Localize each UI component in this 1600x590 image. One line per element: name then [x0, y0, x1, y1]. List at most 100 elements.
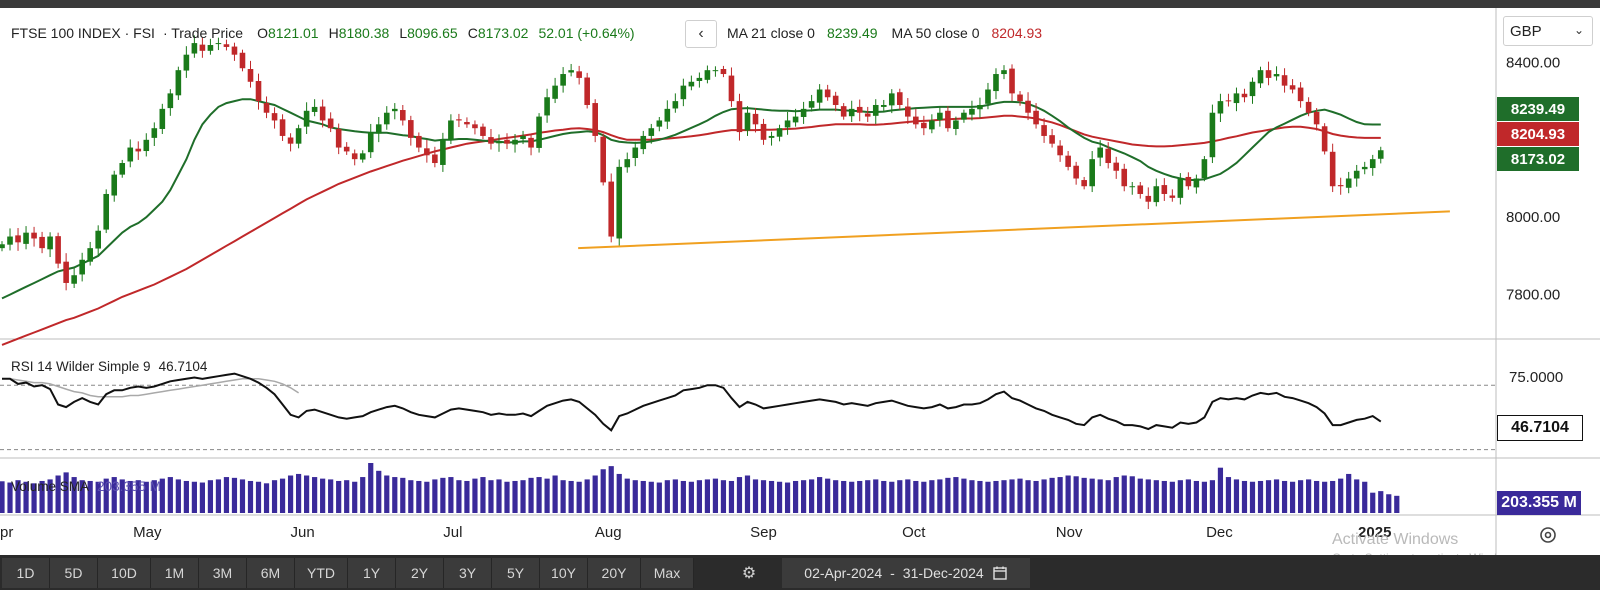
candle[interactable]	[1233, 87, 1240, 112]
candle[interactable]	[1001, 65, 1007, 80]
candle[interactable]	[231, 42, 238, 61]
candle[interactable]	[768, 131, 775, 146]
timeframe-button-1d[interactable]: 1D	[2, 558, 50, 588]
candle[interactable]	[167, 89, 174, 116]
candle[interactable]	[151, 122, 158, 146]
candle[interactable]	[792, 108, 799, 127]
candle[interactable]	[1297, 82, 1304, 108]
date-range-picker[interactable]: 02-Apr-2024 - 31-Dec-2024	[782, 558, 1030, 588]
candle[interactable]	[840, 103, 847, 120]
candle[interactable]	[640, 130, 647, 155]
collapse-legend-button[interactable]: ‹	[685, 20, 717, 48]
candle[interactable]	[1121, 163, 1128, 192]
candle[interactable]	[472, 120, 478, 135]
candle[interactable]	[696, 72, 703, 88]
candle[interactable]	[945, 106, 951, 132]
crosshair-target-icon[interactable]	[1537, 524, 1559, 546]
candle[interactable]	[1249, 77, 1256, 104]
candle[interactable]	[1145, 187, 1152, 210]
candle[interactable]	[1361, 161, 1368, 175]
candle[interactable]	[776, 124, 783, 142]
candle[interactable]	[103, 189, 110, 234]
candle[interactable]	[0, 241, 5, 252]
candle[interactable]	[191, 35, 198, 58]
candle[interactable]	[1033, 103, 1039, 129]
candle[interactable]	[424, 139, 430, 163]
candle[interactable]	[592, 99, 598, 143]
candle[interactable]	[480, 123, 486, 140]
candle[interactable]	[1201, 156, 1208, 182]
candle[interactable]	[1289, 79, 1296, 94]
candle[interactable]	[1313, 108, 1320, 131]
candle[interactable]	[905, 98, 911, 124]
candle[interactable]	[961, 109, 967, 123]
candle[interactable]	[913, 108, 919, 129]
candle[interactable]	[343, 142, 350, 155]
timeframe-button-20y[interactable]: 20Y	[588, 558, 641, 588]
candle[interactable]	[977, 97, 983, 118]
candle[interactable]	[560, 67, 566, 93]
support-trendline[interactable]	[578, 210, 1450, 250]
candle[interactable]	[183, 46, 190, 78]
candle[interactable]	[656, 116, 663, 132]
candle[interactable]	[1009, 64, 1015, 102]
candle[interactable]	[1017, 91, 1023, 106]
candle[interactable]	[400, 104, 406, 126]
candle[interactable]	[1169, 189, 1176, 202]
timeframe-button-5d[interactable]: 5D	[50, 558, 98, 588]
candle[interactable]	[760, 118, 767, 145]
candle[interactable]	[215, 37, 222, 51]
candle[interactable]	[1073, 161, 1079, 185]
candle[interactable]	[584, 72, 590, 109]
candle[interactable]	[1177, 173, 1184, 205]
candle[interactable]	[1057, 140, 1063, 162]
candle[interactable]	[279, 114, 286, 141]
candle[interactable]	[520, 130, 526, 145]
candle[interactable]	[1337, 177, 1344, 195]
candle[interactable]	[1025, 92, 1031, 121]
candle[interactable]	[1097, 140, 1103, 167]
candle[interactable]	[95, 225, 101, 256]
candle[interactable]	[79, 252, 85, 282]
timeframe-button-10d[interactable]: 10D	[98, 558, 151, 588]
candle[interactable]	[728, 67, 735, 107]
candle[interactable]	[496, 134, 502, 152]
candle[interactable]	[1081, 176, 1087, 190]
candle[interactable]	[127, 139, 134, 168]
candle[interactable]	[616, 159, 623, 247]
candle[interactable]	[1065, 151, 1071, 171]
candle[interactable]	[367, 123, 374, 158]
candle[interactable]	[832, 91, 839, 112]
candle[interactable]	[448, 114, 454, 145]
candle[interactable]	[672, 93, 679, 113]
candle[interactable]	[239, 49, 246, 72]
candle[interactable]	[848, 100, 855, 123]
candle[interactable]	[351, 149, 358, 166]
timeframe-button-2y[interactable]: 2Y	[396, 558, 444, 588]
candle[interactable]	[744, 106, 751, 136]
candle[interactable]	[287, 133, 294, 152]
candle[interactable]	[408, 115, 414, 146]
candle[interactable]	[512, 134, 518, 153]
candle[interactable]	[175, 66, 182, 100]
candle[interactable]	[71, 267, 77, 288]
candle[interactable]	[271, 107, 278, 129]
trendline[interactable]	[578, 210, 1450, 250]
candle[interactable]	[416, 132, 422, 153]
timeframe-button-10y[interactable]: 10Y	[540, 558, 588, 588]
candle[interactable]	[1281, 68, 1288, 93]
candle[interactable]	[712, 66, 719, 77]
candle[interactable]	[263, 96, 270, 119]
candle[interactable]	[440, 132, 446, 172]
candle[interactable]	[1153, 178, 1160, 207]
candle[interactable]	[432, 146, 438, 168]
candle[interactable]	[568, 63, 574, 77]
candle[interactable]	[488, 128, 494, 150]
candle[interactable]	[223, 39, 230, 51]
candle[interactable]	[872, 99, 879, 124]
candle[interactable]	[159, 103, 166, 135]
candle[interactable]	[808, 94, 815, 112]
timeframe-button-3y[interactable]: 3Y	[444, 558, 492, 588]
candle[interactable]	[632, 141, 639, 167]
